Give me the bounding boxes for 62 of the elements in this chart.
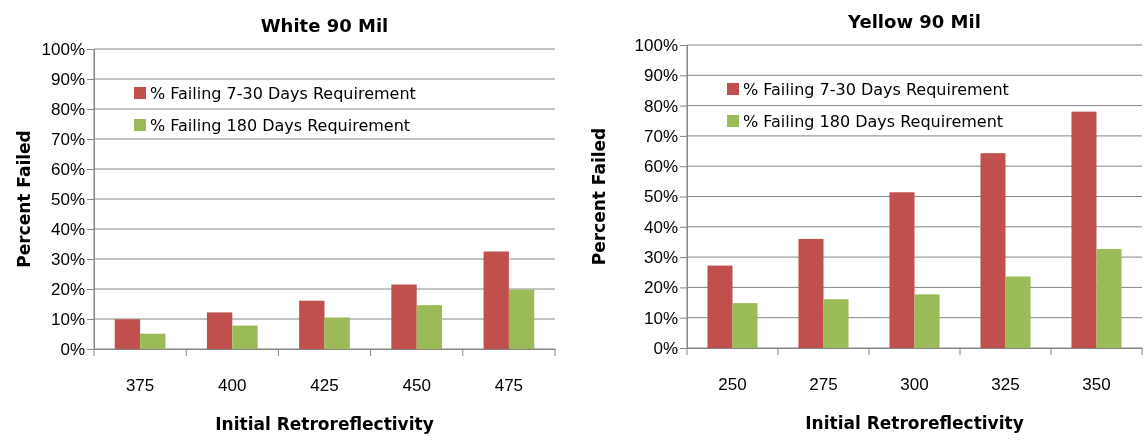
y-tick-label: 60% (643, 157, 678, 177)
chart-title: White 90 Mil (260, 15, 389, 36)
y-tick-label: 30% (643, 248, 678, 268)
y-tick-label: 50% (50, 189, 85, 209)
y-tick-label: 90% (50, 69, 85, 89)
x-tick-label: 350 (1082, 375, 1111, 395)
x-tick-label: 375 (125, 376, 155, 396)
bar (1096, 248, 1122, 348)
y-tick-label: 70% (50, 129, 85, 149)
bar (206, 312, 233, 349)
y-tick-label: 90% (643, 66, 678, 86)
y-tick-label: 10% (643, 308, 678, 328)
y-tick-label: 0% (653, 338, 678, 358)
x-axis-title: Initial Retroreflectivity (805, 413, 1024, 433)
legend-label: % Failing 7-30 Days Requirement (743, 80, 1009, 99)
bar (232, 325, 258, 349)
y-tick-label: 100% (41, 39, 85, 59)
bar (508, 289, 535, 349)
y-tick-label: 40% (50, 219, 85, 239)
bar (483, 251, 509, 349)
y-tick-label: 10% (50, 309, 85, 329)
y-tick-label: 0% (60, 339, 85, 359)
x-tick-label: 250 (718, 375, 747, 395)
y-axis-title: Percent Failed (14, 130, 34, 268)
bar (140, 333, 166, 349)
y-tick-label: 80% (643, 96, 678, 116)
y-tick-label: 20% (643, 278, 678, 298)
y-tick-label: 40% (643, 217, 678, 237)
x-tick-label: 425 (310, 376, 339, 396)
x-tick-label: 300 (900, 375, 929, 395)
y-tick-label: 80% (50, 99, 85, 119)
y-tick-label: 20% (50, 279, 85, 299)
x-tick-label: 475 (494, 376, 524, 396)
bar (732, 303, 758, 348)
bar (1071, 111, 1097, 348)
bar (391, 284, 417, 349)
y-tick-label: 100% (634, 35, 678, 55)
bar (299, 300, 325, 349)
bar (980, 153, 1006, 348)
bar (914, 294, 940, 348)
bar (416, 305, 443, 349)
legend-label: % Failing 7-30 Days Requirement (150, 84, 416, 103)
bar (889, 192, 915, 348)
x-tick-label: 450 (402, 376, 431, 396)
legend-label: % Failing 180 Days Requirement (150, 116, 411, 135)
x-axis-title: Initial Retroreflectivity (215, 414, 434, 434)
bar (823, 299, 849, 348)
chart-title: Yellow 90 Mil (847, 11, 981, 32)
y-tick-label: 60% (50, 159, 85, 179)
legend-label: % Failing 180 Days Requirement (743, 112, 1004, 131)
bar (114, 319, 141, 349)
bar (324, 317, 350, 349)
bar (707, 265, 733, 348)
bar (1005, 276, 1031, 348)
y-tick-label: 50% (643, 187, 678, 207)
y-tick-label: 30% (50, 249, 85, 269)
x-tick-label: 325 (991, 375, 1020, 395)
y-tick-label: 70% (643, 126, 678, 146)
x-tick-label: 275 (809, 375, 838, 395)
bar (798, 238, 824, 348)
x-tick-label: 400 (218, 376, 247, 396)
y-axis-title: Percent Failed (589, 127, 609, 266)
